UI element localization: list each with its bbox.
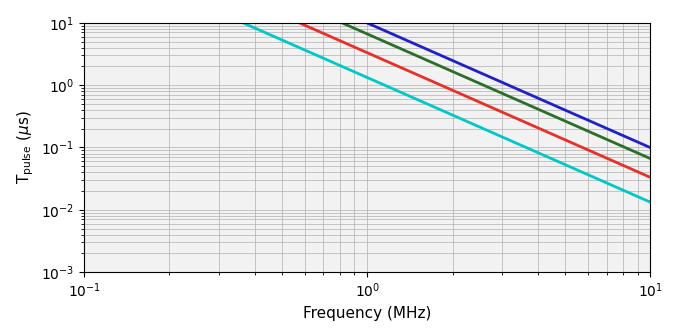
X-axis label: Frequency (MHz): Frequency (MHz) (303, 306, 431, 321)
Y-axis label: T$_{\rm pulse}$ ($\mu$s): T$_{\rm pulse}$ ($\mu$s) (15, 111, 36, 184)
